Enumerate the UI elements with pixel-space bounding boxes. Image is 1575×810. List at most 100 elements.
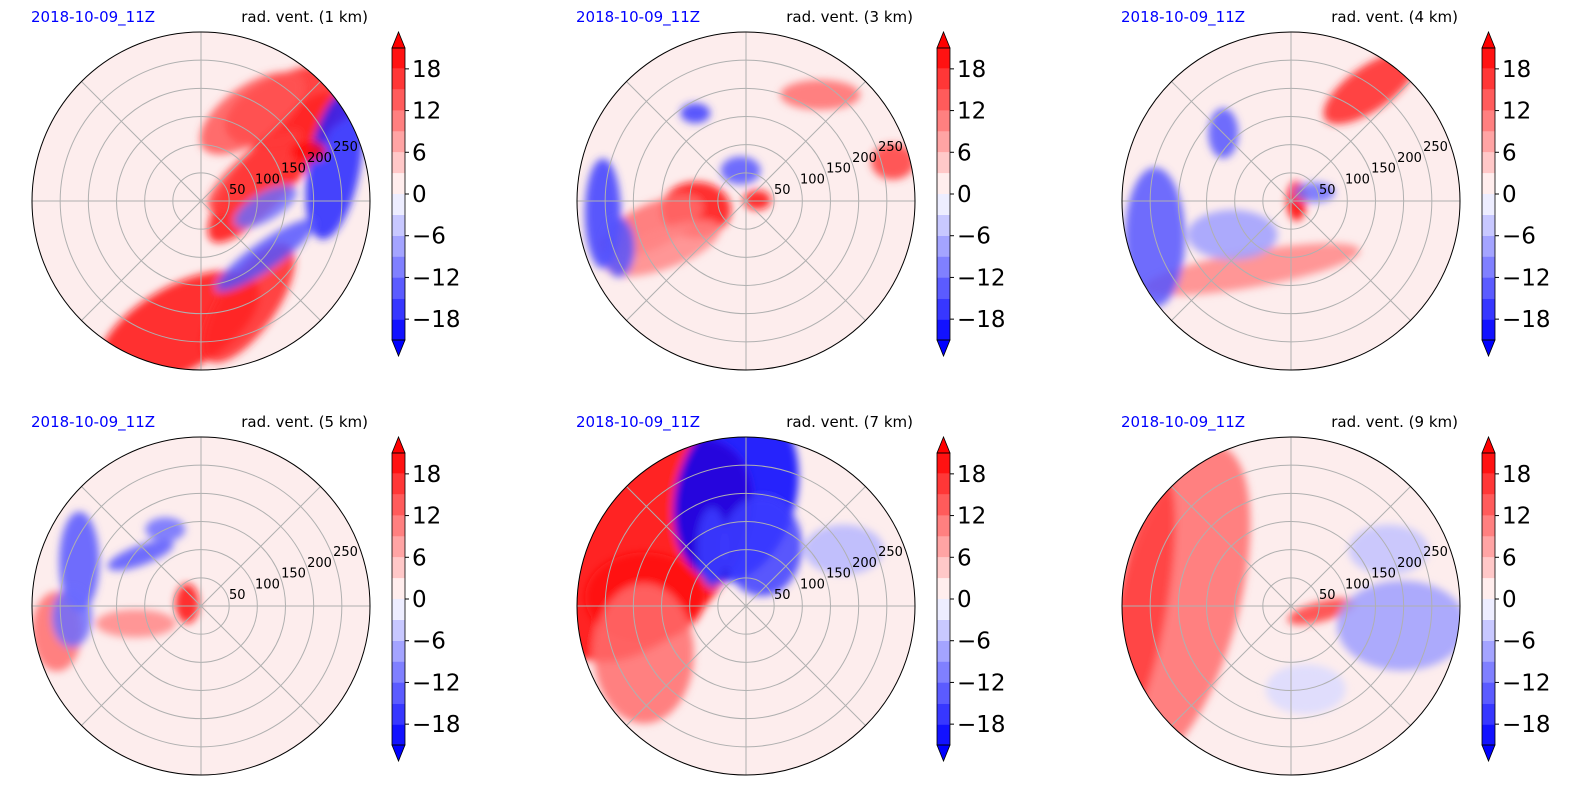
negative-velocity-region (602, 217, 635, 278)
colorbar-band (1482, 152, 1495, 174)
positive-velocity-region (606, 221, 720, 277)
colorbar-tick-label: 12 (412, 99, 441, 125)
colorbar-band (392, 619, 405, 641)
polar-panel: 50 100 150 200 250 18 12 6 0 −6 −12 −18 2018-10-09_1… (1090, 0, 1575, 405)
angular-grid-line (626, 81, 747, 202)
colorbar-band (392, 453, 405, 474)
colorbar-band (937, 152, 950, 174)
angular-grid-line (1290, 200, 1411, 321)
panel-date-label: 2018-10-09_11Z (31, 8, 156, 26)
colorbar-band (937, 298, 950, 320)
radial-tick-label: 100 (800, 172, 825, 187)
colorbar-tick-label: −12 (412, 265, 461, 291)
polar-panel: 50 100 150 200 250 18 12 6 0 −6 −12 −18 2018-10-09_1… (545, 405, 1090, 810)
colorbar-band (392, 298, 405, 320)
colorbar-band (1482, 640, 1495, 662)
colorbar-band (937, 235, 950, 257)
colorbar-band (937, 640, 950, 662)
colorbar-tick-label: −6 (1502, 629, 1536, 655)
angular-grid-line (200, 200, 321, 321)
radial-tick-label: 50 (774, 588, 791, 603)
colorbar-tick-label: −6 (957, 629, 991, 655)
colorbar-band (1482, 256, 1495, 278)
radial-tick-label: 200 (1397, 556, 1422, 571)
radial-tick-label: 200 (852, 151, 877, 166)
colorbar-tick-label: 12 (412, 504, 441, 530)
colorbar-tick-label: 6 (1502, 140, 1517, 166)
colorbar-extend-max (391, 30, 406, 49)
colorbar-band (937, 599, 950, 620)
polar-panel: 50 100 150 200 250 18 12 6 0 −6 −12 −18 2018-10-09_1… (1090, 405, 1575, 810)
colorbar: 18 12 6 0 −6 −12 −18 (936, 435, 1006, 763)
colorbar-band (1482, 277, 1495, 299)
negative-velocity-region (722, 496, 803, 597)
angular-grid-line (1171, 605, 1292, 726)
colorbar-tick-label: −6 (412, 629, 446, 655)
polar-panel: 50 100 150 200 250 18 12 6 0 −6 −12 −18 2018-10-09_1… (545, 0, 1090, 405)
radial-tick-label: 250 (333, 545, 358, 560)
colorbar-tick-label: −6 (1502, 224, 1536, 250)
colorbar-band (1482, 48, 1495, 69)
colorbar-band (937, 131, 950, 153)
colorbar-extend-max (936, 30, 951, 49)
colorbar-band (392, 110, 405, 132)
radial-tick-label: 150 (1371, 567, 1396, 582)
colorbar-band (937, 453, 950, 474)
colorbar-band (1482, 131, 1495, 153)
angular-grid-line (200, 486, 321, 607)
colorbar-band (937, 703, 950, 725)
colorbar-band (392, 48, 405, 69)
colorbar-band (392, 661, 405, 683)
radial-tick-label: 50 (1319, 588, 1336, 603)
colorbar-extend-min (1481, 744, 1496, 763)
negative-velocity-region (1187, 209, 1278, 260)
colorbar-tick-label: 6 (1502, 545, 1517, 571)
colorbar-band (392, 703, 405, 725)
colorbar-band (392, 473, 405, 495)
radial-tick-label: 200 (852, 556, 877, 571)
polar-frame (31, 31, 371, 371)
radial-tick-label: 150 (826, 567, 851, 582)
colorbar-tick-label: 0 (1502, 587, 1517, 613)
colorbar-band (1482, 319, 1495, 340)
panel-title: rad. vent. (1 km) (241, 8, 368, 26)
colorbar-tick-label: 18 (1502, 57, 1531, 83)
panel-date-label: 2018-10-09_11Z (576, 413, 701, 431)
negative-velocity-region (234, 185, 297, 228)
colorbar-tick-label: 6 (957, 545, 972, 571)
colorbar-tick-label: −12 (412, 670, 461, 696)
colorbar-band (392, 494, 405, 516)
colorbar-tick-label: −12 (1502, 670, 1551, 696)
angular-grid-line (745, 81, 866, 202)
colorbar-tick-label: 18 (412, 57, 441, 83)
panel-date-label: 2018-10-09_11Z (1121, 413, 1246, 431)
positive-velocity-region (199, 71, 304, 155)
colorbar-band (937, 319, 950, 340)
colorbar-tick-label: −6 (412, 224, 446, 250)
colorbar-band (937, 277, 950, 299)
panel-date-label: 2018-10-09_11Z (31, 413, 156, 431)
colorbar-band (392, 640, 405, 662)
positive-velocity-region (1323, 51, 1417, 125)
colorbar-band (1482, 682, 1495, 704)
colorbar-band (1482, 599, 1495, 620)
colorbar-band (1482, 536, 1495, 558)
angular-grid-line (81, 81, 202, 202)
radial-tick-label: 200 (1397, 151, 1422, 166)
colorbar-band (937, 682, 950, 704)
radial-tick-label: 250 (878, 545, 903, 560)
colorbar-band (392, 194, 405, 215)
colorbar-band (392, 235, 405, 257)
colorbar-tick-label: 12 (1502, 99, 1531, 125)
colorbar-band (937, 110, 950, 132)
positive-velocity-region (207, 129, 303, 211)
angular-grid-line (626, 486, 747, 607)
colorbar-band (1482, 173, 1495, 194)
polar-frame (1121, 31, 1461, 371)
colorbar-band (1482, 68, 1495, 90)
colorbar-band (937, 661, 950, 683)
colorbar: 18 12 6 0 −6 −12 −18 (1481, 30, 1551, 358)
radial-tick-label: 100 (255, 577, 280, 592)
